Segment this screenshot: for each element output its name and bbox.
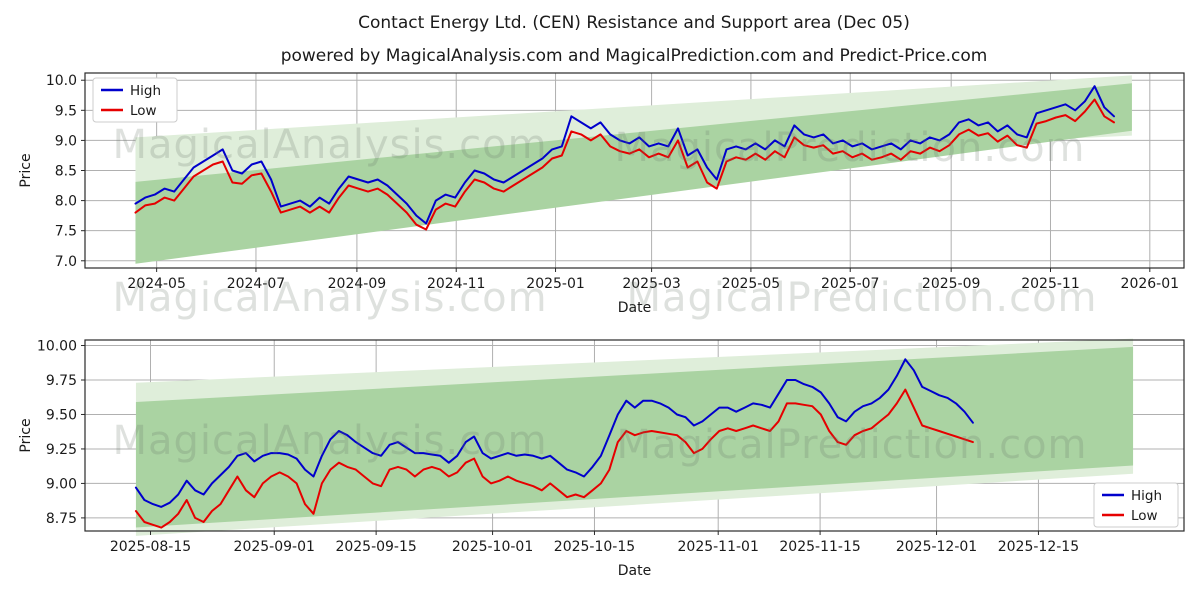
legend-high-label: High [1131,488,1162,504]
x-tick-label: 2025-07 [821,276,880,292]
legend-low-label: Low [1131,508,1158,524]
y-tick-label: 10.00 [37,339,77,355]
low-line [134,98,1115,231]
x-tick-label: 2024-07 [227,276,286,292]
x-tick-label: 2025-10-01 [452,539,533,555]
x-tick-label: 2025-09 [922,276,981,292]
legend-low-label: Low [130,103,157,119]
x-tick-label: 2025-05 [722,276,781,292]
y-tick-label: 7.0 [55,254,77,270]
chart-title: Contact Energy Ltd. (CEN) Resistance and… [358,13,910,33]
y-tick-label: 8.5 [55,164,77,180]
x-tick-label: 2025-11 [1021,276,1080,292]
x-axis-label: Date [618,563,651,579]
x-tick-label: 2024-05 [127,276,186,292]
resistance-area-band [135,75,1132,183]
x-tick-label: 2025-12-01 [896,539,977,555]
plot-border [84,339,1185,532]
x-tick-label: 2025-03 [622,276,681,292]
x-tick-label: 2025-09-15 [335,539,416,555]
y-tick-label: 9.25 [46,442,77,458]
x-tick-label: 2025-11-01 [678,539,759,555]
y-axis-label: Price [18,418,34,452]
y-tick-label: 9.75 [46,373,77,389]
x-tick-label: 2025-12-15 [998,539,1079,555]
x-tick-label: 2024-09 [328,276,387,292]
x-tick-label: 2025-01 [526,276,585,292]
y-tick-label: 7.5 [55,224,77,240]
x-axis-label: Date [618,300,651,316]
y-tick-label: 9.50 [46,407,77,423]
y-tick-label: 9.5 [55,103,77,119]
y-tick-label: 8.75 [46,511,77,527]
legend-high-label: High [130,83,161,99]
y-tick-label: 9.00 [46,476,77,492]
high-line [134,358,974,508]
support-area-band [135,83,1132,264]
chart-subtitle: powered by MagicalAnalysis.com and Magic… [280,46,988,66]
x-tick-label: 2026-01 [1121,276,1180,292]
y-axis-label: Price [18,153,34,187]
high-line [134,85,1115,225]
x-tick-label: 2024-11 [427,276,486,292]
x-tick-label: 2025-10-15 [554,539,635,555]
y-tick-label: 8.0 [55,194,77,210]
support-area-band [135,346,1134,528]
x-tick-label: 2025-11-15 [779,539,860,555]
x-tick-label: 2025-08-15 [110,539,191,555]
y-tick-label: 9.0 [55,133,77,149]
y-tick-label: 10.0 [46,73,77,89]
x-tick-label: 2025-09-01 [234,539,315,555]
low-line [134,388,974,529]
